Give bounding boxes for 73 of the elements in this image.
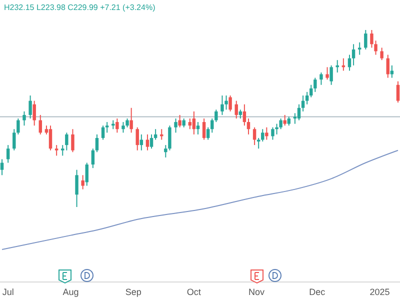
candlestick	[75, 169, 78, 208]
candlestick	[320, 72, 323, 86]
candlestick	[271, 126, 274, 140]
candlestick	[95, 134, 99, 153]
candlestick	[154, 128, 158, 140]
candlestick	[374, 40, 378, 56]
candlestick	[81, 174, 84, 190]
candlestick	[206, 126, 210, 140]
candlestick	[301, 94, 305, 112]
candlestick	[101, 125, 105, 140]
chart-subtitle: H232.15 L223.98 C229.99 +7.21 (+3.24%)	[4, 3, 156, 12]
candlestick	[0, 158, 4, 176]
candlestick	[242, 104, 246, 126]
candlestick	[196, 122, 200, 135]
candlestick	[6, 144, 10, 164]
candlestick	[174, 118, 178, 134]
candlestick	[71, 128, 74, 153]
candlestick	[136, 126, 139, 151]
candlestick	[202, 118, 206, 140]
candlestick	[61, 144, 64, 156]
candlestick	[116, 118, 119, 134]
candlestick	[370, 30, 374, 48]
candlestick	[54, 144, 58, 156]
candlestick	[386, 54, 390, 78]
candlestick	[22, 110, 26, 126]
candlestick	[224, 94, 228, 110]
x-tick-label: Nov	[248, 287, 266, 297]
candlestick	[297, 104, 301, 121]
x-tick-label: Aug	[62, 287, 79, 297]
candlestick	[314, 77, 317, 92]
candlestick	[38, 114, 42, 135]
candlestick	[352, 44, 356, 66]
candlestick	[91, 148, 95, 169]
candlestick	[214, 109, 218, 123]
candlestick	[28, 94, 32, 119]
candlestick	[265, 126, 268, 140]
candlestick	[228, 94, 232, 112]
candlestick	[32, 100, 36, 126]
candlestick	[246, 118, 250, 135]
candlestick	[146, 134, 150, 151]
candlestick	[168, 125, 172, 151]
candlestick	[130, 107, 133, 134]
candlestick	[364, 30, 368, 50]
x-tick-label: Dec	[309, 287, 326, 297]
candlestick	[256, 137, 260, 150]
candlestick	[310, 84, 313, 98]
candlestick	[358, 42, 362, 56]
candlestick	[326, 66, 329, 80]
candlestick	[188, 118, 192, 130]
candlestick	[396, 80, 400, 104]
candlestick	[122, 122, 125, 134]
candlestick	[65, 132, 68, 151]
candlestick	[252, 126, 256, 146]
candlestick	[192, 110, 196, 135]
candlestick	[48, 125, 52, 151]
candlestick	[283, 114, 286, 126]
candlestick	[178, 114, 182, 128]
x-tick-label: Jul	[2, 287, 14, 297]
x-tick-label: Sep	[125, 287, 142, 297]
candlestick	[140, 134, 144, 151]
candlestick	[275, 123, 278, 135]
candlestick	[330, 64, 333, 86]
candlestick	[305, 91, 309, 105]
x-tick-label: 2025	[370, 287, 390, 297]
candlestick	[234, 100, 238, 119]
candlestick	[85, 162, 88, 186]
candlestick	[261, 128, 264, 142]
candlestick	[150, 134, 154, 150]
candlestick	[390, 64, 394, 78]
x-tick-label: Oct	[186, 287, 202, 297]
candlestick	[105, 122, 109, 134]
candlestick	[380, 47, 384, 61]
candlestick	[220, 94, 224, 116]
